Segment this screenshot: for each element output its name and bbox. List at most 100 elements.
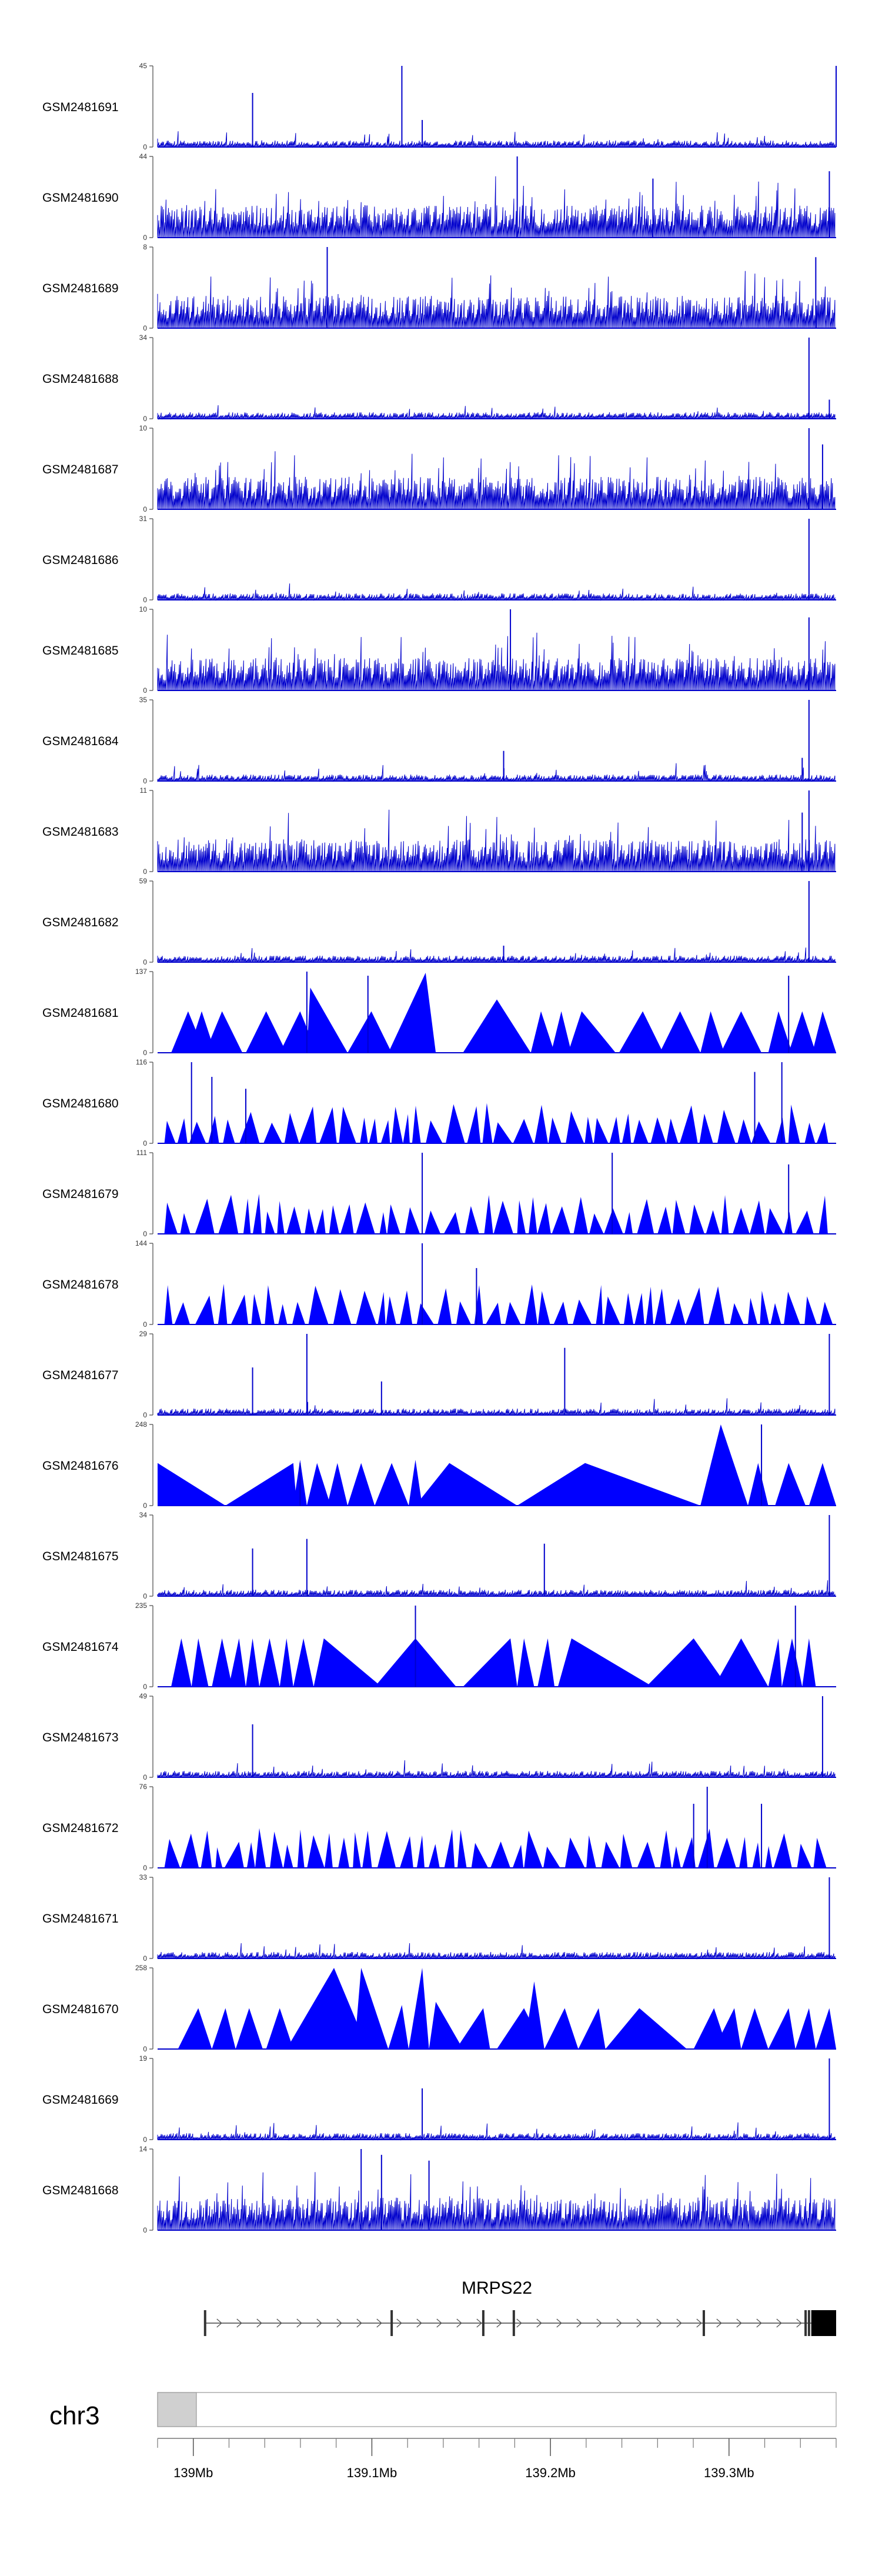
signal-triangle [443,1212,461,1234]
strand-arrow [476,2318,482,2328]
signal-triangle [698,1828,714,1868]
y-min-label: 0 [143,596,147,604]
signal-triangle [721,1194,729,1234]
signal-triangle [747,1463,769,1506]
signal-triangle [181,1833,199,1868]
strand-arrow [736,2318,742,2328]
y-min-label: 0 [143,1320,147,1329]
signal-triangle [548,1117,562,1143]
signal-triangle [524,1830,543,1868]
gene-annotation-track: MRPS22 [203,2278,836,2336]
signal-triangle [604,1208,623,1234]
signal-triangle [808,1463,836,1506]
signal-triangle [425,1210,441,1234]
signal-triangle [720,1011,762,1053]
coverage-signal [157,947,836,963]
ideogram-highlight [157,2392,197,2427]
strand-arrow [276,2318,282,2328]
signal-triangle [737,1119,751,1143]
signal-triangle [239,1112,260,1143]
y-max-label: 31 [139,515,148,523]
track-label: GSM2481673 [42,1731,119,1744]
signal-triangle [412,1105,421,1143]
signal-triangle [804,1296,817,1324]
signal-triangle [299,1106,317,1143]
signal-triangle [784,1292,800,1324]
track-GSM2481669: GSM2481669 19 0 [42,2054,836,2144]
signal-triangle [188,1011,216,1053]
signal-triangle [573,1197,589,1234]
signal-triangle [463,999,531,1053]
signal-triangle [252,1194,262,1234]
signal-triangle [797,1843,811,1868]
track-GSM2481682: GSM2481682 59 0 [42,877,836,966]
y-min-label: 0 [143,958,147,966]
signal-triangle [201,1830,212,1868]
y-min-label: 0 [143,1230,147,1238]
signal-triangle [770,1303,781,1324]
signal-triangle [633,1119,649,1143]
signal-triangle [362,1830,372,1868]
signal-triangle [660,1830,672,1868]
signal-triangle [277,1201,285,1234]
coverage-signal [157,2122,836,2141]
signal-triangle [189,1122,206,1143]
coverage-signal [157,809,836,872]
signal-triangle [215,1847,223,1868]
signal-triangle [505,1302,521,1324]
signal-triangle [552,1206,571,1234]
signal-triangle [789,1011,816,1053]
y-min-label: 0 [143,1592,147,1600]
signal-triangle [405,1207,420,1234]
track-GSM2481672: GSM2481672 76 0 [42,1783,836,1872]
strand-arrow [716,2318,722,2328]
track-label: GSM2481687 [42,463,119,476]
coverage-signal [157,176,836,238]
signal-triangle [593,1117,609,1143]
signal-triangle [158,1463,226,1506]
y-min-label: 0 [143,415,147,423]
signal-triangle [557,1638,653,1687]
signal-triangle [706,1210,720,1234]
y-min-label: 0 [143,867,147,876]
signal-triangle [773,1833,792,1868]
signal-triangle [768,1638,782,1687]
signal-triangle [307,1835,325,1868]
strand-arrow [696,2318,702,2328]
strand-arrow [316,2318,322,2328]
exon [702,2310,705,2336]
signal-triangle [544,2008,579,2049]
y-max-label: 8 [143,243,147,251]
y-max-label: 44 [139,152,148,161]
strand-arrow [576,2318,582,2328]
signal-triangle [760,1290,770,1324]
signal-triangle [263,1122,282,1143]
y-min-label: 0 [143,143,147,151]
track-label: GSM2481676 [42,1459,119,1473]
signal-triangle [622,1113,632,1143]
signal-triangle [620,1834,633,1868]
axis-tick-label: 139.2Mb [525,2465,576,2480]
signal-triangle [265,1211,275,1234]
signal-triangle [804,1122,816,1143]
signal-triangle [768,1011,792,1053]
signal-triangle [278,1304,288,1324]
signal-triangle [517,1463,701,1506]
coverage-signal [157,271,836,329]
track-GSM2481686: GSM2481686 31 0 [42,515,836,604]
signal-triangle [657,1206,672,1234]
track-label: GSM2481671 [42,1912,119,1926]
strand-arrow [756,2318,762,2328]
signal-triangle [235,2008,263,2049]
signal-triangle [379,1212,387,1234]
signal-triangle [164,1285,173,1324]
signal-triangle [512,1844,524,1868]
strand-arrow [616,2318,622,2328]
signal-triangle [564,1837,585,1868]
signal-triangle [534,1105,549,1143]
signal-triangle [529,1197,537,1234]
signal-triangle [208,1116,219,1143]
signal-triangle [356,1290,376,1324]
signal-triangle [327,1463,348,1506]
signal-triangle [259,1638,280,1687]
